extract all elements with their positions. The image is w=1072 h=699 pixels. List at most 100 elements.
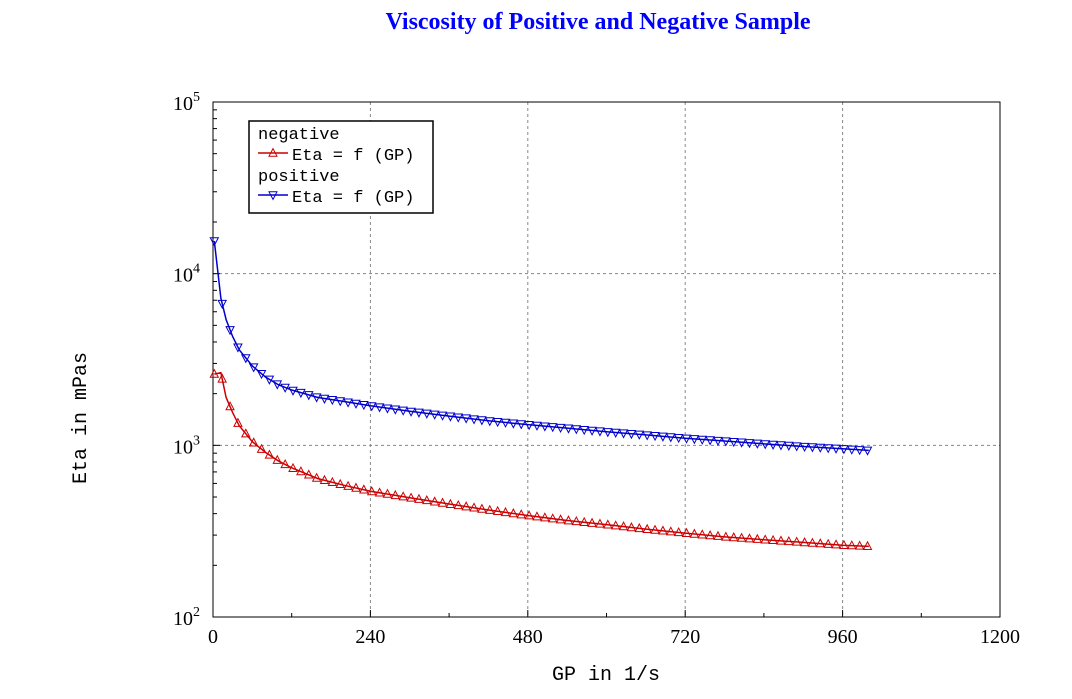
- data-point-marker: [445, 498, 456, 508]
- data-point-marker: [256, 443, 267, 453]
- data-point-marker: [839, 539, 849, 549]
- x-tick-label: 240: [355, 626, 385, 648]
- data-point-marker: [839, 445, 849, 455]
- data-point-marker: [209, 368, 220, 378]
- series-line-negative: [214, 371, 869, 548]
- data-point-marker: [595, 518, 605, 528]
- data-point-marker: [374, 487, 385, 497]
- data-point-marker: [831, 539, 841, 549]
- data-point-marker: [721, 531, 731, 541]
- data-point-marker: [516, 509, 527, 519]
- data-point-marker: [673, 526, 684, 537]
- data-point-marker: [579, 516, 590, 526]
- data-point-marker: [500, 506, 511, 517]
- data-point-marker: [225, 326, 235, 336]
- data-point-marker: [768, 534, 778, 545]
- data-point-marker: [327, 395, 338, 406]
- data-point-marker: [783, 535, 794, 546]
- x-tick-label: 0: [208, 626, 218, 648]
- data-point-marker: [823, 538, 833, 548]
- data-point-marker: [587, 517, 597, 527]
- data-point-marker: [225, 401, 235, 411]
- data-point-marker: [398, 491, 409, 501]
- data-point-marker: [248, 363, 259, 373]
- data-point-marker: [610, 428, 621, 438]
- data-point-marker: [579, 425, 590, 436]
- y-axis-label: Eta in mPas: [70, 352, 93, 484]
- data-point-marker: [595, 427, 605, 437]
- data-point-marker: [673, 433, 684, 444]
- data-point-marker: [366, 486, 377, 496]
- data-point-marker: [406, 492, 416, 502]
- legend: negative Eta = f (GP) positive Eta = f (…: [248, 120, 434, 214]
- data-point-marker: [421, 495, 432, 505]
- legend-swatch-negative: [258, 147, 288, 157]
- data-point-marker: [610, 520, 621, 530]
- data-point-marker: [602, 428, 613, 438]
- data-point-marker: [752, 439, 763, 449]
- data-point-marker: [461, 414, 471, 424]
- data-point-marker: [713, 436, 723, 447]
- data-point-marker: [421, 409, 432, 419]
- data-point-marker: [469, 502, 479, 512]
- data-point-marker: [477, 416, 487, 426]
- legend-label-positive: Eta = f (GP): [292, 189, 414, 208]
- data-point-marker: [492, 417, 503, 428]
- data-point-marker: [728, 532, 739, 542]
- data-point-marker: [799, 442, 810, 453]
- data-point-marker: [587, 426, 597, 436]
- data-point-marker: [390, 405, 401, 415]
- data-point-marker: [776, 535, 786, 545]
- legend-group-positive: positive: [258, 168, 340, 187]
- data-point-marker: [484, 417, 495, 427]
- data-point-marker: [862, 446, 873, 456]
- data-point-marker: [642, 431, 652, 441]
- data-point-marker: [602, 519, 613, 529]
- series-line-positive: [213, 240, 869, 452]
- data-point-marker: [524, 421, 534, 431]
- x-tick-label: 1200: [980, 626, 1020, 648]
- data-point-marker: [311, 472, 322, 482]
- data-point-marker: [540, 512, 550, 522]
- data-point-marker: [634, 522, 645, 533]
- data-point-marker: [492, 505, 503, 515]
- data-point-marker: [508, 419, 519, 429]
- data-point-marker: [768, 440, 778, 450]
- y-tick-label: 102: [173, 605, 200, 630]
- data-point-marker: [807, 537, 818, 547]
- data-point-marker: [854, 446, 865, 456]
- data-point-marker: [752, 533, 763, 543]
- data-point-marker: [815, 443, 826, 453]
- data-point-marker: [665, 433, 676, 443]
- data-point-marker: [272, 380, 283, 390]
- data-point-marker: [634, 430, 645, 440]
- data-point-marker: [303, 469, 314, 479]
- data-point-marker: [697, 435, 708, 445]
- legend-box: [248, 120, 434, 214]
- data-point-marker: [414, 408, 424, 418]
- data-point-marker: [626, 522, 637, 532]
- x-tick-label: 960: [828, 626, 858, 648]
- data-point-marker: [846, 540, 857, 550]
- data-point-marker: [705, 436, 715, 446]
- data-point-marker: [547, 513, 558, 523]
- data-point-marker: [366, 402, 377, 412]
- chart-title: Viscosity of Positive and Negative Sampl…: [385, 9, 810, 35]
- data-point-marker: [776, 441, 786, 451]
- data-point-marker: [429, 410, 440, 420]
- data-point-marker: [209, 237, 220, 247]
- data-point-marker: [500, 418, 511, 428]
- data-point-marker: [280, 383, 290, 393]
- data-point-marker: [351, 482, 361, 492]
- data-point-marker: [437, 411, 448, 421]
- data-point-marker: [351, 399, 361, 409]
- data-point-marker: [516, 420, 527, 430]
- data-point-marker: [469, 415, 479, 425]
- data-point-marker: [642, 523, 652, 533]
- data-point-marker: [359, 484, 369, 494]
- data-point-marker: [658, 525, 668, 535]
- data-point-marker: [437, 497, 448, 507]
- data-point-marker: [547, 423, 558, 433]
- data-point-marker: [343, 480, 353, 490]
- data-point-marker: [335, 478, 346, 489]
